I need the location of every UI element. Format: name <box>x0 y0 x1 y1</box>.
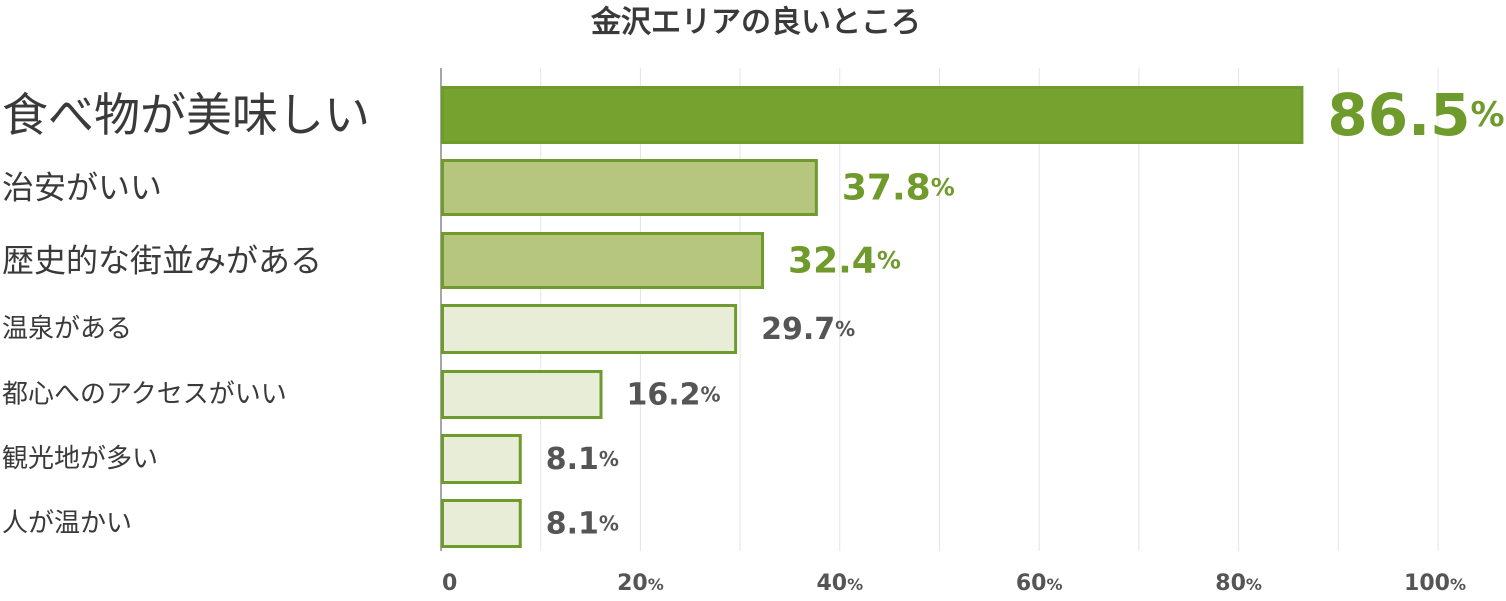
x-tick-label-80: 80% <box>1215 571 1262 596</box>
value-label-4: 29.7% <box>761 312 855 347</box>
bar-4 <box>441 304 738 354</box>
bar-5 <box>441 370 603 419</box>
bar-1 <box>441 86 1304 144</box>
bar-7 <box>441 499 522 548</box>
category-label-5: 都心へのアクセスがいい <box>2 380 287 410</box>
value-label-7: 8.1% <box>546 506 619 541</box>
x-tick-label-40: 40% <box>816 571 863 596</box>
x-axis-ticks: 0 20% 40% 60% 80% 100% <box>442 571 1466 596</box>
x-tick-label-0: 0 <box>442 571 457 596</box>
category-label-3: 歴史的な街並みがある <box>2 242 322 280</box>
bar-3 <box>441 232 765 289</box>
category-labels: 食べ物が美味しい治安がいい歴史的な街並みがある温泉がある都心へのアクセスがいい観… <box>2 88 370 539</box>
grid-lines <box>440 68 1439 551</box>
x-tick-label-60: 60% <box>1016 571 1063 596</box>
value-label-3: 32.4% <box>788 240 901 281</box>
value-label-5: 16.2% <box>627 377 721 412</box>
x-tick-label-100: 100% <box>1404 571 1466 596</box>
bar-6 <box>441 434 522 484</box>
bar-2 <box>441 159 818 216</box>
value-label-1: 86.5% <box>1327 81 1504 149</box>
value-label-2: 37.8% <box>842 167 955 208</box>
category-label-6: 観光地が多い <box>2 444 158 474</box>
value-labels: 86.5%37.8%32.4%29.7%16.2%8.1%8.1% <box>546 81 1505 541</box>
category-label-4: 温泉がある <box>2 314 132 344</box>
chart-title: 金沢エリアの良いところ <box>590 5 921 40</box>
category-label-2: 治安がいい <box>2 169 162 207</box>
category-label-7: 人が温かい <box>2 509 132 539</box>
category-label-1: 食べ物が美味しい <box>2 88 370 142</box>
x-tick-label-20: 20% <box>617 571 664 596</box>
value-label-6: 8.1% <box>546 442 619 477</box>
bars <box>441 86 1304 548</box>
